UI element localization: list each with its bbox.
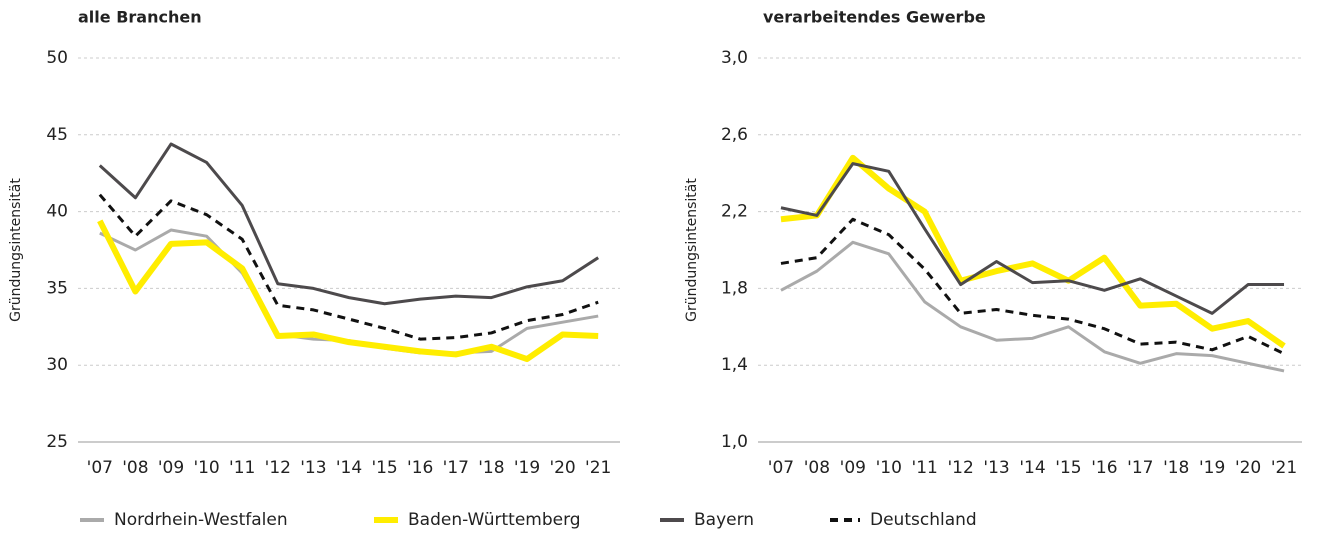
- y-axis-label: Gründungsintensität: [8, 178, 24, 322]
- x-tick-label: '09: [840, 458, 866, 478]
- x-tick-label: '07: [768, 458, 794, 478]
- x-tick-label: '10: [876, 458, 902, 478]
- y-tick-label: 1,0: [721, 432, 748, 452]
- x-tick-label: '21: [585, 458, 611, 478]
- x-tick-label: '19: [1199, 458, 1225, 478]
- line-series: [780, 162, 1285, 315]
- x-tick-label: '17: [1127, 458, 1153, 478]
- x-tick-label: '21: [1271, 458, 1297, 478]
- x-tick-label: '18: [1163, 458, 1189, 478]
- x-tick-label: '11: [229, 458, 255, 478]
- y-tick-label: 40: [46, 202, 68, 222]
- x-tick-label: '11: [912, 458, 938, 478]
- x-tick-label: '07: [87, 458, 113, 478]
- x-tick-label: '08: [804, 458, 830, 478]
- legend-label: Nordrhein-Westfalen: [114, 510, 288, 530]
- x-tick-label: '10: [193, 458, 219, 478]
- y-tick-label: 1,4: [721, 355, 748, 375]
- line-series: [98, 142, 600, 306]
- y-tick-label: 25: [46, 432, 68, 452]
- y-tick-label: 2,6: [721, 125, 748, 145]
- line-series: [780, 154, 1286, 349]
- legend-label: Deutschland: [870, 510, 977, 530]
- x-tick-label: '15: [1055, 458, 1081, 478]
- x-tick-label: '18: [478, 458, 504, 478]
- x-tick-label: '20: [549, 458, 575, 478]
- x-tick-label: '14: [1019, 458, 1045, 478]
- line-series: [98, 193, 599, 341]
- y-tick-label: 1,8: [721, 278, 748, 298]
- x-tick-label: '12: [947, 458, 973, 478]
- x-tick-label: '15: [371, 458, 397, 478]
- line-series: [99, 228, 599, 355]
- legend-label: Bayern: [694, 510, 754, 530]
- line-series: [780, 217, 1285, 356]
- line-series: [97, 219, 599, 363]
- x-tick-label: '08: [122, 458, 148, 478]
- legend-label: Baden-Württemberg: [408, 510, 581, 530]
- y-tick-label: 50: [46, 48, 68, 68]
- y-tick-label: 35: [46, 278, 68, 298]
- x-tick-label: '16: [407, 458, 433, 478]
- y-tick-label: 3,0: [721, 48, 748, 68]
- x-tick-label: '14: [336, 458, 362, 478]
- y-tick-label: 30: [46, 355, 68, 375]
- x-tick-label: '13: [300, 458, 326, 478]
- x-tick-label: '16: [1091, 458, 1117, 478]
- x-tick-label: '19: [514, 458, 540, 478]
- x-tick-label: '12: [265, 458, 291, 478]
- y-tick-label: 2,2: [721, 202, 748, 222]
- chart-title: alle Branchen: [78, 8, 202, 27]
- x-tick-label: '13: [983, 458, 1009, 478]
- y-axis-label: Gründungsintensität: [684, 178, 700, 322]
- y-tick-label: 45: [46, 125, 68, 145]
- x-tick-label: '20: [1235, 458, 1261, 478]
- x-tick-label: '09: [158, 458, 184, 478]
- line-series: [780, 240, 1285, 373]
- x-tick-label: '17: [443, 458, 469, 478]
- chart-title: verarbeitendes Gewerbe: [763, 8, 986, 27]
